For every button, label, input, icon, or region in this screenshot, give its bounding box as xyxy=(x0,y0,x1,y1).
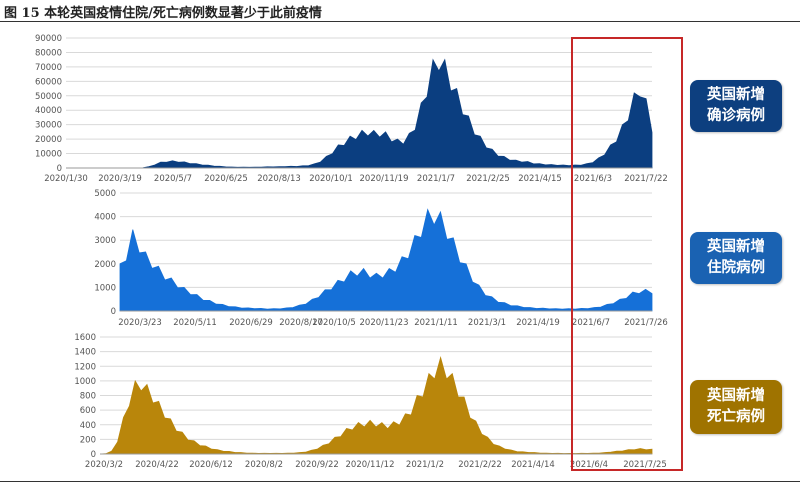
hosp-xtick-label: 2020/11/23 xyxy=(360,318,409,328)
badge-cases: 英国新增 确诊病例 xyxy=(690,80,782,132)
hosp-ytick-label: 1000 xyxy=(94,283,116,293)
hosp-xtick-label: 2021/3/1 xyxy=(468,318,506,328)
top-rule xyxy=(0,21,800,22)
deaths-xtick-label: 2020/9/22 xyxy=(295,460,339,470)
cases-xtick-label: 2020/6/25 xyxy=(204,174,248,184)
cases-ytick-label: 40000 xyxy=(35,106,62,116)
cases-xtick-label: 2021/1/7 xyxy=(417,174,455,184)
badge-hosp-line1: 英国新增 xyxy=(707,239,765,255)
badge-cases-line2: 确诊病例 xyxy=(707,108,765,124)
deaths-xtick-label: 2021/7/25 xyxy=(623,460,667,470)
deaths-ytick-label: 200 xyxy=(80,435,96,445)
deaths-xtick-label: 2020/8/2 xyxy=(245,460,283,470)
badge-deaths-line1: 英国新增 xyxy=(707,388,765,404)
deaths-xtick-label: 2020/4/22 xyxy=(135,460,179,470)
recent-wave-highlight-box xyxy=(571,37,683,471)
badge-cases-line1: 英国新增 xyxy=(707,87,765,103)
deaths-xtick-label: 2021/4/14 xyxy=(511,460,555,470)
deaths-ytick-label: 800 xyxy=(80,392,96,402)
hosp-xtick-label: 2021/7/26 xyxy=(624,318,668,328)
deaths-ytick-label: 400 xyxy=(80,421,96,431)
cases-xtick-label: 2021/7/22 xyxy=(624,174,668,184)
cases-xtick-label: 2021/6/3 xyxy=(574,174,612,184)
deaths-ytick-label: 1000 xyxy=(74,377,96,387)
cases-ytick-label: 10000 xyxy=(35,150,62,160)
cases-xtick-label: 2020/3/19 xyxy=(98,174,142,184)
cases-xtick-label: 2020/5/7 xyxy=(154,174,192,184)
cases-xtick-label: 2021/2/25 xyxy=(466,174,510,184)
deaths-area xyxy=(99,355,653,455)
hosp-xtick-label: 2021/6/7 xyxy=(572,318,610,328)
deaths-ytick-label: 600 xyxy=(80,406,96,416)
hosp-ytick-label: 2000 xyxy=(94,260,116,270)
hosp-ytick-label: 4000 xyxy=(94,213,116,223)
cases-xtick-label: 2020/1/30 xyxy=(44,174,88,184)
hosp-xtick-label: 2021/4/19 xyxy=(516,318,560,328)
badge-hosp-line2: 住院病例 xyxy=(707,260,765,276)
cases-xtick-label: 2021/4/15 xyxy=(518,174,562,184)
cases-area xyxy=(66,58,653,169)
cases-ytick-label: 20000 xyxy=(35,135,62,145)
hosp-ytick-label: 5000 xyxy=(94,189,116,199)
cases-ytick-label: 70000 xyxy=(35,63,62,73)
deaths-ytick-label: 1600 xyxy=(74,333,96,343)
deaths-ytick-label: 1200 xyxy=(74,362,96,372)
hosp-xtick-label: 2020/8/17 xyxy=(279,318,323,328)
deaths-ytick-label: 1400 xyxy=(74,348,96,358)
cases-xtick-label: 2020/10/1 xyxy=(309,174,353,184)
badge-deaths: 英国新增 死亡病例 xyxy=(690,380,782,434)
cases-ytick-label: 0 xyxy=(57,164,62,174)
hosp-ytick-label: 3000 xyxy=(94,236,116,246)
deaths-xtick-label: 2020/3/2 xyxy=(85,460,123,470)
cases-xtick-label: 2020/11/19 xyxy=(360,174,409,184)
bottom-rule xyxy=(0,481,800,482)
hosp-ytick-label: 0 xyxy=(111,307,116,317)
deaths-xtick-label: 2021/1/2 xyxy=(406,460,444,470)
cases-ytick-label: 80000 xyxy=(35,48,62,58)
cases-ytick-label: 50000 xyxy=(35,92,62,102)
deaths-xtick-label: 2021/6/4 xyxy=(570,460,608,470)
cases-ytick-label: 90000 xyxy=(35,34,62,44)
hosp-xtick-label: 2020/6/29 xyxy=(229,318,273,328)
deaths-xtick-label: 2021/2/22 xyxy=(458,460,502,470)
hosp-xtick-label: 2021/1/11 xyxy=(414,318,458,328)
deaths-xtick-label: 2020/11/12 xyxy=(346,460,395,470)
hosp-xtick-label: 2020/3/23 xyxy=(118,318,162,328)
cases-ytick-label: 60000 xyxy=(35,77,62,87)
hosp-xtick-label: 2020/5/11 xyxy=(173,318,217,328)
deaths-xtick-label: 2020/6/12 xyxy=(189,460,233,470)
badge-deaths-line2: 死亡病例 xyxy=(707,409,765,425)
cases-xtick-label: 2020/8/13 xyxy=(257,174,301,184)
hosp-xtick-label: 2020/10/5 xyxy=(312,318,356,328)
badge-hosp: 英国新增 住院病例 xyxy=(690,232,782,284)
figure-title: 图 15 本轮英国疫情住院/死亡病例数显著少于此前疫情 xyxy=(4,6,322,21)
deaths-ytick-label: 0 xyxy=(91,450,96,460)
cases-ytick-label: 30000 xyxy=(35,121,62,131)
